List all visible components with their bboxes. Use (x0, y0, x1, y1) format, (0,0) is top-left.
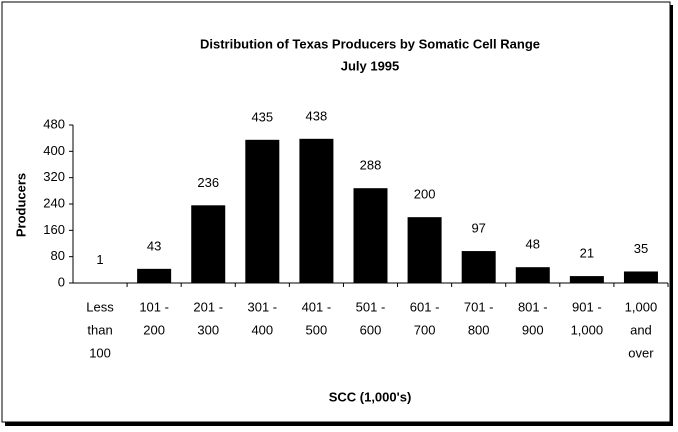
y-tick-label: 480 (43, 116, 65, 131)
value-label: 288 (360, 158, 382, 173)
chart-border (1, 1, 671, 423)
x-tick-label: 501 - (356, 299, 386, 314)
bar (407, 217, 442, 283)
value-label: 438 (306, 108, 328, 123)
y-tick-label: 400 (43, 143, 65, 158)
border-shadow (670, 5, 673, 426)
bar (191, 205, 226, 283)
bar (461, 251, 496, 283)
x-tick-label: Less (86, 299, 114, 314)
x-tick-label: 101 - (139, 299, 169, 314)
x-tick-label: 100 (89, 345, 111, 360)
x-tick-label: than (87, 322, 112, 337)
x-tick-label: 200 (143, 322, 165, 337)
border-shadow (5, 422, 673, 426)
x-tick-label: 201 - (193, 299, 223, 314)
value-label: 1 (96, 252, 103, 267)
value-label: 435 (251, 109, 273, 124)
value-label: 200 (414, 187, 436, 202)
x-tick-label: 901 - (572, 299, 602, 314)
x-tick-label: 700 (414, 322, 436, 337)
x-tick-label: 300 (197, 322, 219, 337)
y-tick-label: 320 (43, 169, 65, 184)
x-tick-label: and (630, 322, 652, 337)
value-label: 35 (634, 241, 648, 256)
x-tick-label: 1,000 (571, 322, 604, 337)
bar (353, 188, 388, 283)
value-label: 97 (471, 221, 485, 236)
x-tick-label: 401 - (302, 299, 332, 314)
value-label: 48 (526, 237, 540, 252)
bar (515, 267, 550, 283)
x-tick-label: 600 (360, 322, 382, 337)
y-tick-label: 80 (51, 248, 65, 263)
x-tick-label: 800 (468, 322, 490, 337)
y-tick-label: 240 (43, 195, 65, 210)
x-tick-label: over (628, 345, 654, 360)
y-tick-label: 0 (58, 274, 65, 289)
value-label: 236 (197, 175, 219, 190)
value-label: 43 (147, 238, 161, 253)
x-tick-label: 801 - (518, 299, 548, 314)
x-axis-label: SCC (1,000's) (329, 389, 412, 404)
value-label: 21 (580, 246, 594, 261)
y-tick-label: 160 (43, 222, 65, 237)
x-tick-label: 400 (251, 322, 273, 337)
bar (623, 271, 658, 283)
x-tick-label: 701 - (464, 299, 494, 314)
y-axis-label: Producers (13, 173, 28, 237)
x-tick-label: 1,000 (625, 299, 658, 314)
bar (245, 139, 280, 283)
bar (137, 268, 172, 283)
chart-title: Distribution of Texas Producers by Somat… (200, 36, 540, 51)
x-tick-label: 601 - (410, 299, 440, 314)
bar (299, 138, 334, 283)
bar (569, 276, 604, 283)
x-tick-label: 500 (306, 322, 328, 337)
x-tick-label: 900 (522, 322, 544, 337)
x-tick-label: 301 - (247, 299, 277, 314)
chart-subtitle: July 1995 (341, 58, 400, 73)
